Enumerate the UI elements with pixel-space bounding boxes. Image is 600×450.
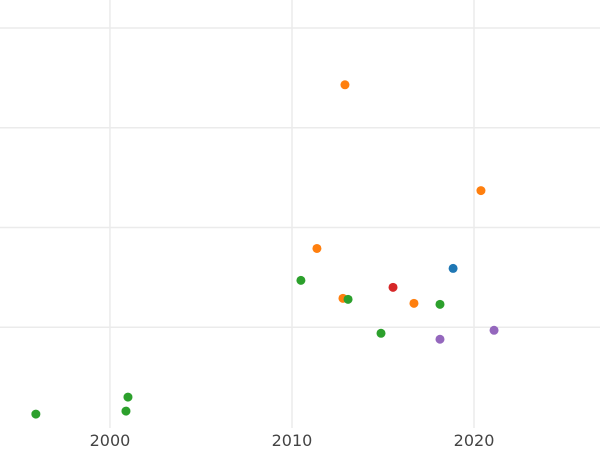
data-point-green (123, 392, 133, 402)
data-point-green (435, 299, 445, 309)
data-points (31, 80, 499, 419)
data-point-purple (435, 334, 445, 344)
data-point-orange (312, 243, 322, 253)
data-point-green (376, 328, 386, 338)
gridlines (0, 0, 600, 428)
data-point-blue (448, 263, 458, 273)
x-tick-label: 2010 (272, 431, 313, 450)
data-point-green (31, 409, 41, 419)
data-point-green (296, 275, 306, 285)
data-point-green (121, 406, 131, 416)
x-tick-label: 2000 (90, 431, 131, 450)
data-point-red (388, 282, 398, 292)
data-point-orange (476, 186, 486, 196)
data-point-green (343, 294, 353, 304)
x-tick-label: 2020 (454, 431, 495, 450)
data-point-orange (409, 298, 419, 308)
x-axis-tick-labels: 2000 2010 2020 (90, 431, 495, 450)
data-point-orange (340, 80, 350, 90)
data-point-purple (489, 325, 499, 335)
